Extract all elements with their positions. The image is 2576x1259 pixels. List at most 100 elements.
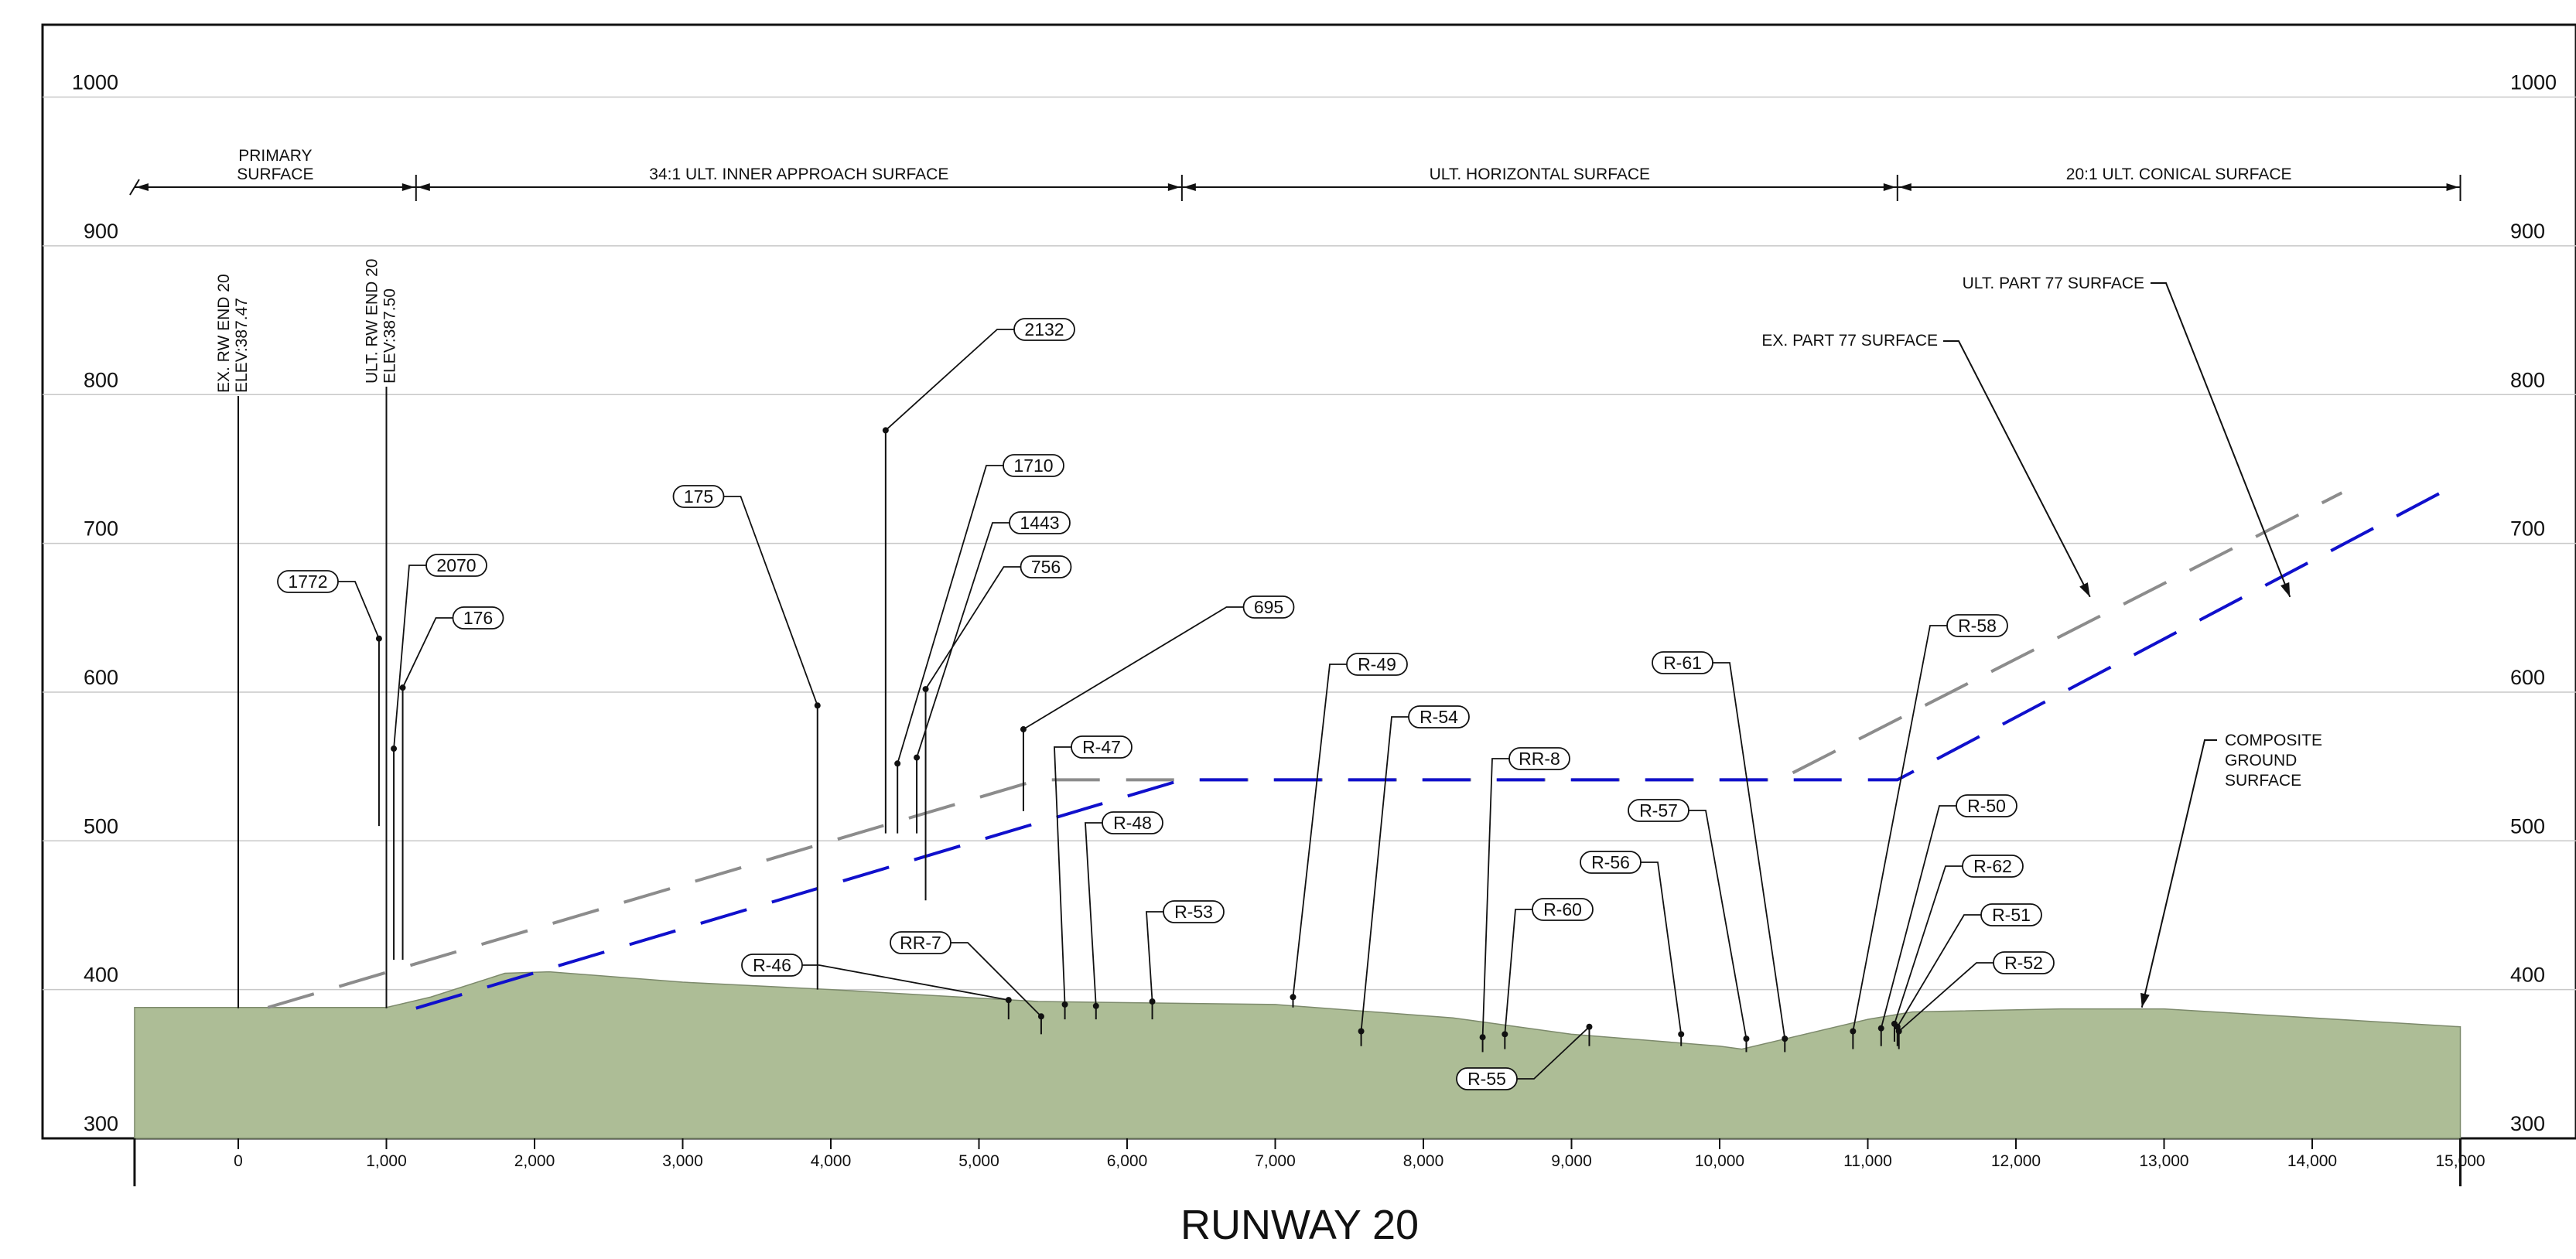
obstruction-label-1443: 1443 <box>1020 513 1059 533</box>
obstruction-tag-1443 <box>1009 511 1071 534</box>
runway-end-label-1-0: ULT. RW END 20 <box>364 259 381 384</box>
elevation-label-right-400: 400 <box>2510 964 2545 987</box>
part77-surfaces <box>267 480 2462 1010</box>
zone-label-0-1: SURFACE <box>237 165 313 183</box>
obstruction-label-R-60: R-60 <box>1543 899 1582 920</box>
obstruction-tag-756 <box>1020 555 1072 578</box>
obstruction-tag-RR-8 <box>1508 747 1570 770</box>
obstruction-leader-1772 <box>338 581 380 640</box>
x-tick-label-6000: 6,000 <box>1107 1152 1148 1170</box>
elevation-label-left-700: 700 <box>84 517 118 541</box>
obstruction-tag-R-57 <box>1628 799 1689 822</box>
obstruction-leader-R-56 <box>1641 862 1683 1035</box>
axes: 0 1,000 2,000 3,000 4,000 5,000 6,000 7,000 8,00… <box>133 1138 2485 1186</box>
elevation-label-right-900: 900 <box>2510 220 2545 243</box>
obstruction-label-R-62: R-62 <box>1973 856 2012 876</box>
obstruction-leader-R-62 <box>1894 865 1963 1025</box>
obstruction-leader-R-60 <box>1504 909 1532 1035</box>
x-tick-label-7000: 7,000 <box>1255 1152 1296 1170</box>
elevation-label-right-600: 600 <box>2510 666 2545 689</box>
obstruction-label-R-56: R-56 <box>1591 852 1630 872</box>
runway-end-label-0-0: EX. RW END 20 <box>215 274 233 393</box>
obstruction-leader-R-46 <box>802 964 1009 1001</box>
obstruction-label-176: 176 <box>463 608 493 628</box>
obstruction-label-R-53: R-53 <box>1174 902 1213 922</box>
x-tick-label-4000: 4,000 <box>811 1152 852 1170</box>
x-tick-label-11000: 11,000 <box>1843 1152 1892 1170</box>
obstruction-tag-R-55 <box>1456 1067 1518 1090</box>
obstruction-leader-R-49 <box>1292 664 1347 998</box>
x-tick-label-8000: 8,000 <box>1403 1152 1444 1170</box>
obstruction-label-RR-7: RR-7 <box>900 933 941 953</box>
obstruction-tag-R-46 <box>741 954 803 977</box>
elevation-label-left-400: 400 <box>84 964 118 987</box>
obstruction-tag-R-53 <box>1163 900 1225 923</box>
obstruction-tag-R-52 <box>1993 951 2055 974</box>
elevation-label-left-300: 300 <box>84 1112 118 1135</box>
ground-profile <box>134 971 2462 1139</box>
obstruction-label-R-52: R-52 <box>2004 953 2043 973</box>
composite-ground-leader <box>2140 739 2217 1008</box>
elevation-grid: 1000 1000 900 900 800 800 700 700 600 600 500 500 40… <box>43 71 2576 1135</box>
elevation-label-right-300: 300 <box>2510 1112 2545 1135</box>
obstruction-leader-R-57 <box>1689 810 1748 1039</box>
x-tick-label-14000: 14,000 <box>2287 1152 2337 1170</box>
obstruction-tag-R-58 <box>1946 614 2008 637</box>
ult-part77-leader <box>2151 282 2291 598</box>
obstruction-label-2070: 2070 <box>436 555 476 575</box>
ex-part77-arrowhead <box>2079 582 2090 597</box>
obstructions: 1772 2070 176 175 2132 1710 1443 756 695 R-46 RR-7… <box>277 318 2055 1090</box>
x-tick-label-5000: 5,000 <box>958 1152 999 1170</box>
obstruction-tag-R-48 <box>1102 811 1163 834</box>
obstruction-leader-R-55 <box>1517 1026 1590 1080</box>
obstruction-tag-1710 <box>1003 454 1064 477</box>
obstruction-label-R-54: R-54 <box>1420 707 1458 727</box>
obstruction-leader-175 <box>723 496 818 706</box>
obstruction-tag-176 <box>452 606 504 630</box>
sheet-frame <box>41 23 2576 1140</box>
zone-arrow-right-3 <box>2446 183 2459 191</box>
x-tick-label-0: 0 <box>234 1152 243 1170</box>
obstruction-tag-1772 <box>277 570 339 593</box>
obstruction-tag-R-62 <box>1962 855 2024 878</box>
obstruction-tag-R-60 <box>1532 898 1594 921</box>
obstruction-leader-R-61 <box>1713 662 1786 1039</box>
ultimate-part77-surface-line <box>415 480 2462 1010</box>
x-tick-label-2000: 2,000 <box>514 1152 555 1170</box>
elevation-label-left-500: 500 <box>84 814 118 838</box>
obstruction-label-1710: 1710 <box>1013 455 1053 476</box>
obstruction-leader-RR-7 <box>951 942 1042 1017</box>
obstruction-leader-R-48 <box>1085 822 1102 1006</box>
obstruction-label-R-46: R-46 <box>753 955 791 975</box>
elevation-label-right-800: 800 <box>2510 368 2545 391</box>
obstruction-label-R-50: R-50 <box>1967 796 2006 816</box>
obstruction-tag-2132 <box>1013 318 1075 341</box>
zone-arrow-right-2 <box>1883 183 1896 191</box>
zone-label-2-0: ULT. HORIZONTAL SURFACE <box>1430 165 1650 183</box>
obstruction-label-R-49: R-49 <box>1358 654 1396 674</box>
obstruction-label-R-57: R-57 <box>1639 800 1678 821</box>
elevation-label-left-900: 900 <box>84 220 118 243</box>
obstruction-label-R-61: R-61 <box>1663 653 1702 673</box>
obstruction-tag-R-56 <box>1580 851 1642 874</box>
elevation-label-right-1000: 1000 <box>2510 71 2557 94</box>
zone-label-0-0: PRIMARY <box>238 147 312 165</box>
composite-ground-arrowhead <box>2140 992 2150 1008</box>
obstruction-label-175: 175 <box>684 486 713 507</box>
obstruction-leader-695 <box>1023 606 1244 730</box>
elevation-label-right-500: 500 <box>2510 814 2545 838</box>
obstruction-tag-2070 <box>425 554 487 577</box>
obstruction-tag-175 <box>672 485 725 508</box>
x-tick-label-12000: 12,000 <box>1991 1152 2041 1170</box>
zone-label-3-0: 20:1 ULT. CONICAL SURFACE <box>2066 165 2292 183</box>
obstruction-label-R-48: R-48 <box>1113 813 1152 833</box>
obstruction-label-R-55: R-55 <box>1467 1069 1506 1089</box>
ground-surface-fill <box>134 971 2462 1139</box>
obstruction-label-RR-8: RR-8 <box>1519 749 1560 769</box>
obstruction-leader-176 <box>401 617 453 688</box>
zone-arrow-left-0 <box>135 183 149 191</box>
x-tick-label-1000: 1,000 <box>366 1152 407 1170</box>
elevation-label-left-800: 800 <box>84 368 118 391</box>
elevation-label-left-1000: 1000 <box>72 71 118 94</box>
